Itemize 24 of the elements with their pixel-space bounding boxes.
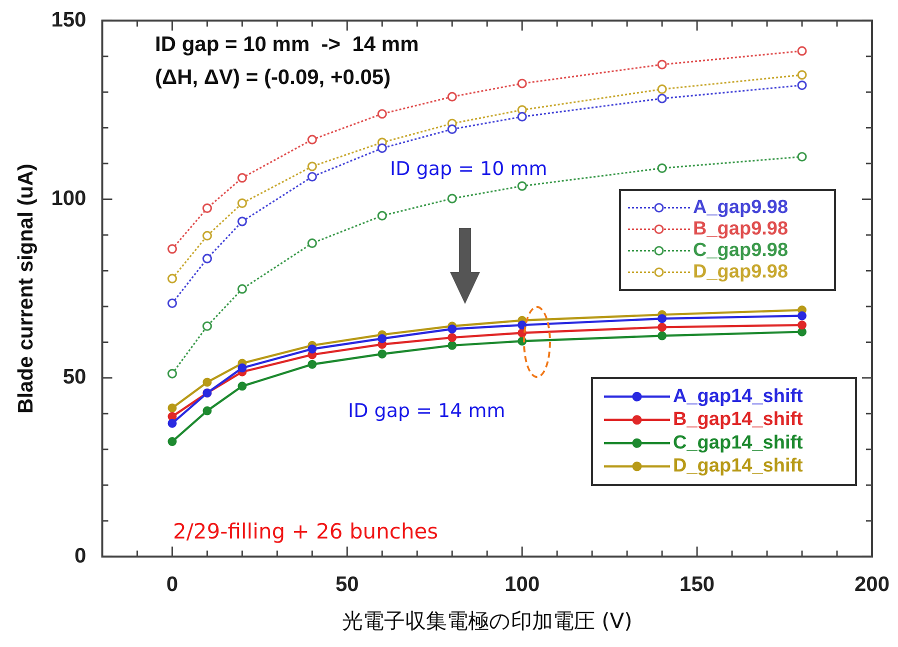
annotation: ID gap = 10 mm <box>390 158 548 180</box>
x-tick-label: 50 <box>335 572 359 596</box>
annotation: 2/29-filling + 26 bunches <box>173 519 438 544</box>
y-tick-label: 150 <box>51 8 86 32</box>
y-tick-label: 100 <box>51 187 86 210</box>
legend-label: A_gap14_shift <box>673 386 804 407</box>
legend-label: B_gap9.98 <box>693 218 788 240</box>
x-tick-label: 200 <box>854 572 890 596</box>
annotation: (ΔH, ΔV) = (-0.09, +0.05) <box>155 66 391 89</box>
legend-label: C_gap9.98 <box>693 240 788 261</box>
y-tick-label: 0 <box>74 544 86 568</box>
y-axis-title: Blade current signal (uA) <box>14 164 38 414</box>
legend-label: D_gap14_shift <box>673 456 804 477</box>
y-tick-label: 50 <box>62 366 86 389</box>
legend-label: A_gap9.98 <box>693 196 788 218</box>
legend-label: D_gap9.98 <box>693 261 788 282</box>
annotation: ID gap = 10 mm -> 14 mm <box>155 32 419 56</box>
x-axis-title: 光電子収集電極の印加電圧 (V) <box>342 608 632 633</box>
x-tick-label: 150 <box>680 572 715 596</box>
x-tick-label: 0 <box>166 572 178 596</box>
legend-label: B_gap14_shift <box>673 409 804 430</box>
annotation: ID gap = 14 mm <box>348 400 506 422</box>
legend-label: C_gap14_shift <box>673 432 804 454</box>
x-tick-label: 100 <box>504 572 540 596</box>
